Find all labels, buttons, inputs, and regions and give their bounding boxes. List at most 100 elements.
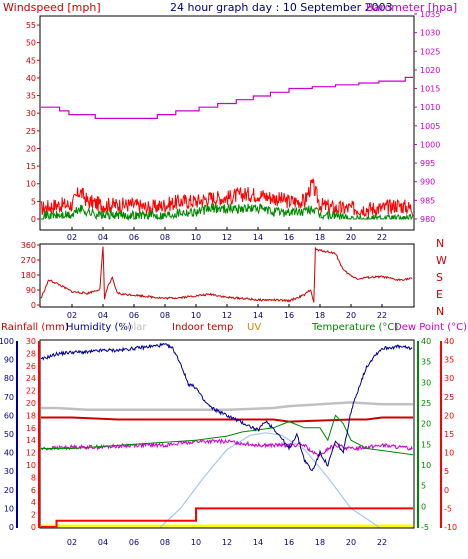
direction-panel-x-tick-label: 08 [160,311,170,320]
rainfall-y-tick-label: 24 [26,374,36,383]
multi-panel-x-tick-label: 04 [98,538,108,547]
rainfall-y-tick-label: 12 [26,449,36,458]
direction-panel-x-tick-label: 14 [253,311,263,320]
multi-panel-x-tick-label: 18 [315,538,325,547]
direction-panel-x-tick-label: 10 [191,311,201,320]
dewpoint-y-tick-label: 35 [444,356,454,365]
compass-label-n: N [436,237,444,250]
wind-panel-x-tick-label: 10 [191,233,201,242]
barometer-series-line [41,76,413,120]
direction-panel-x-tick-label: 20 [346,311,356,320]
humidity-y-tick-label: 20 [4,486,14,495]
baro-axis-y-tick-label: 990 [420,178,435,187]
baro-axis-y-tick-label: 1030 [420,29,440,38]
windspeed-series-line [41,203,414,221]
direction-panel-x-tick-label: 12 [222,311,232,320]
wind-axis-y-tick-label: 20 [26,144,36,153]
temperature-y-tick-label: 20 [421,420,431,429]
temperature-y-tick-label: 15 [421,440,431,449]
multi-panel-x-tick-label: 20 [346,538,356,547]
humidity-y-tick-label: 50 [4,430,14,439]
humidity-y-tick-label: 10 [4,504,14,513]
wind-axis-y-tick-label: 25 [26,127,36,136]
rainfall-y-tick-label: 26 [26,362,36,371]
dewpoint-y-tick-label: -10 [444,523,457,532]
wind-panel-x-tick-label: 14 [253,233,263,242]
multi-panel-x-tick-label: 06 [129,538,139,547]
humidity-y-tick-label: 40 [4,449,14,458]
wind-panel-x-tick-label: 16 [284,233,294,242]
wind-panel-x-tick-label: 18 [315,233,325,242]
temperature-y-tick-label: 25 [421,399,431,408]
multi-panel-x-tick-label: 10 [191,538,201,547]
baro-axis-y-tick-label: 1005 [420,122,440,131]
rainfall-y-tick-label: 4 [31,498,36,507]
direction-panel-x-tick-label: 16 [284,311,294,320]
compass-label-w: W [436,254,447,267]
rainfall-y-tick-label: 10 [26,461,36,470]
direction-panel-x-tick-label: 04 [98,311,108,320]
dewpoint-y-tick-label: 20 [444,411,454,420]
compass-label-s: S [436,271,443,284]
dewpoint-y-tick-label: 40 [444,337,454,346]
temperature-y-tick-label: -5 [421,523,429,532]
baro-axis-y-tick-label: 1035 [420,10,440,19]
temperature-y-tick-label: 0 [421,502,426,511]
wind-panel-x-tick-label: 20 [346,233,356,242]
wind-panel-x-tick-label: 22 [377,233,387,242]
humidity-y-tick-label: 0 [9,523,14,532]
rainfall-y-tick-label: 28 [26,349,36,358]
humidity-series-line [40,342,413,472]
direction-panel-x-tick-label: 22 [377,311,387,320]
humidity-y-tick-label: 70 [4,393,14,402]
rainfall-y-tick-label: 8 [31,473,36,482]
direction-panel-x-tick-label: 02 [67,311,77,320]
compass-label-e: E [436,288,443,301]
legend-rainfall: Rainfall (mm) [1,322,69,333]
barometer-axis-title: Barometer [hpa] [366,1,457,14]
baro-axis-y-tick-label: 1020 [420,66,440,75]
baro-axis-y-tick-label: 1000 [420,140,440,149]
baro-axis-y-tick-label: 1015 [420,85,440,94]
direction-panel-x-tick-label: 18 [315,311,325,320]
temperature-y-tick-label: 10 [421,461,431,470]
direction-y-tick-label: 0 [31,301,36,310]
wind-axis-y-tick-label: 50 [26,39,36,48]
direction-y-tick-label: 270 [21,256,36,265]
multi-panel-x-tick-label: 16 [284,538,294,547]
wind-panel-x-tick-label: 06 [129,233,139,242]
solar-curve-line [159,432,380,528]
dewpoint-y-tick-label: 25 [444,393,454,402]
rainfall-series-line [41,507,413,528]
humidity-y-tick-label: 80 [4,374,14,383]
dewpoint-y-tick-label: 15 [444,430,454,439]
temperature-series-line [41,414,414,456]
legend-indoor-temp: Indoor temp [172,322,233,333]
compass-label-n: N [436,305,444,318]
humidity-y-tick-label: 60 [4,411,14,420]
wind-axis-y-tick-label: 10 [26,180,36,189]
rainfall-y-tick-label: 14 [26,436,36,445]
legend-uv: UV [247,322,261,333]
wind-axis-y-tick-label: 35 [26,92,36,101]
windspeed-axis-title: Windspeed [mph] [3,1,101,14]
rainfall-y-tick-label: 2 [31,511,36,520]
dewpoint-y-tick-label: 30 [444,374,454,383]
wind-axis-y-tick-label: 45 [26,56,36,65]
indoor-temp-series-line [41,416,413,423]
wind-panel-x-tick-label: 12 [222,233,232,242]
solar-series-line [41,401,413,412]
legend-humidity: Humidity (%) [66,322,132,333]
legend-solar: Solar [121,322,147,333]
dewpoint-y-tick-label: 5 [444,467,449,476]
humidity-y-tick-label: 100 [0,337,14,346]
rainfall-y-tick-label: 0 [31,523,36,532]
wind-axis-y-tick-label: 30 [26,109,36,118]
temperature-y-tick-label: 40 [421,337,431,346]
direction-y-tick-label: 180 [21,271,36,280]
multi-panel-x-tick-label: 12 [222,538,232,547]
wind-axis-y-tick-label: 5 [31,197,36,206]
dewpoint-series-line [40,438,413,458]
wind-panel-x-tick-label: 08 [160,233,170,242]
